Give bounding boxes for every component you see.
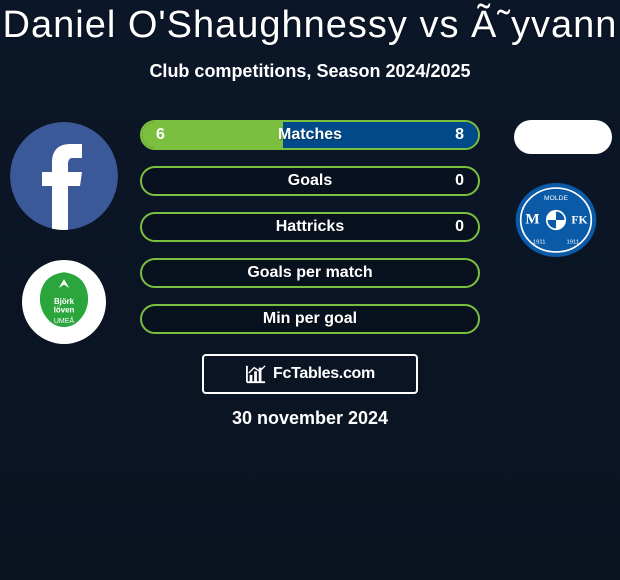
svg-text:1911: 1911: [566, 240, 579, 246]
date-label: 30 november 2024: [0, 408, 620, 429]
stat-label: Goals per match: [247, 264, 372, 282]
player2-avatar: [514, 120, 612, 154]
stat-row: Goals per match: [140, 258, 480, 288]
svg-text:Björk: Björk: [54, 297, 75, 306]
svg-text:UMEÅ: UMEÅ: [54, 316, 75, 325]
player1-avatar: [10, 122, 118, 230]
stat-value-right: 0: [455, 172, 464, 190]
player2-club-badge: M FK MOLDE 1911 1911: [514, 178, 598, 262]
stats-container: Matches 6 8 Goals 0 Hattricks 0 Goals per match…: [140, 120, 480, 350]
stat-value-left: 6: [156, 126, 165, 144]
stat-label: Goals: [288, 172, 332, 190]
club-badge-icon: Björk löven UMEÅ: [29, 267, 99, 337]
svg-text:M: M: [525, 211, 539, 227]
stat-row: Goals 0: [140, 166, 480, 196]
stat-label: Hattricks: [276, 218, 344, 236]
club-badge-icon: M FK MOLDE 1911 1911: [514, 172, 598, 268]
page-title: Daniel O'Shaughnessy vs Ã˜yvann: [0, 0, 620, 47]
svg-text:FK: FK: [571, 213, 588, 226]
svg-text:MOLDE: MOLDE: [544, 195, 568, 202]
stat-value-right: 8: [455, 126, 464, 144]
player1-club-badge: Björk löven UMEÅ: [22, 260, 106, 344]
svg-text:1911: 1911: [533, 240, 546, 246]
stat-value-right: 0: [455, 218, 464, 236]
stat-row: Matches 6 8: [140, 120, 480, 150]
stat-label: Min per goal: [263, 310, 357, 328]
facebook-avatar-icon: [10, 122, 118, 230]
stat-row: Hattricks 0: [140, 212, 480, 242]
page-subtitle: Club competitions, Season 2024/2025: [0, 61, 620, 82]
watermark-text: FcTables.com: [273, 365, 375, 383]
svg-text:löven: löven: [54, 306, 75, 315]
watermark[interactable]: FcTables.com: [202, 354, 418, 394]
chart-icon: [245, 364, 267, 384]
stat-label: Matches: [278, 126, 342, 144]
stat-row: Min per goal: [140, 304, 480, 334]
